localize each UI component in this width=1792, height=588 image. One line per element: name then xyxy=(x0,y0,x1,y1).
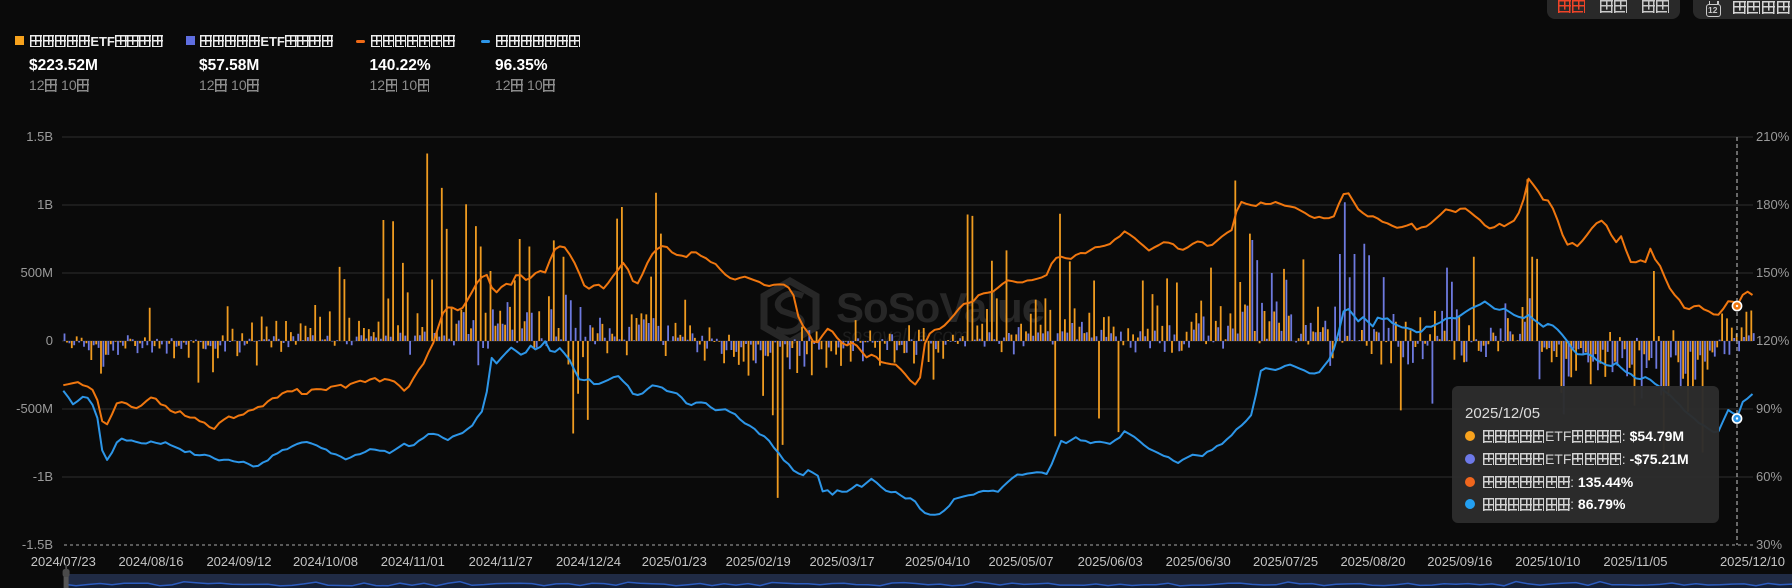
svg-text:-500M: -500M xyxy=(16,401,53,416)
svg-text:2024/11/27: 2024/11/27 xyxy=(469,554,533,569)
svg-text:1.5B: 1.5B xyxy=(26,129,53,144)
svg-text:2025/04/10: 2025/04/10 xyxy=(905,554,970,569)
svg-text:150%: 150% xyxy=(1756,265,1790,280)
svg-text:0: 0 xyxy=(46,333,53,348)
svg-text:2025/06/03: 2025/06/03 xyxy=(1078,554,1143,569)
svg-text:90%: 90% xyxy=(1756,401,1782,416)
svg-text:sosovalue.com: sosovalue.com xyxy=(842,326,969,347)
svg-text:2024/10/08: 2024/10/08 xyxy=(293,554,358,569)
svg-text:2024/11/01: 2024/11/01 xyxy=(381,554,445,569)
svg-text:1B: 1B xyxy=(37,197,53,212)
svg-text:120%: 120% xyxy=(1756,333,1790,348)
svg-text:2025/09/16: 2025/09/16 xyxy=(1427,554,1492,569)
svg-text:2024/08/16: 2024/08/16 xyxy=(118,554,183,569)
svg-text:2025/10/10: 2025/10/10 xyxy=(1515,554,1580,569)
svg-text:180%: 180% xyxy=(1756,197,1790,212)
svg-text:2025/11/05: 2025/11/05 xyxy=(1603,554,1667,569)
svg-text:2025/06/30: 2025/06/30 xyxy=(1166,554,1231,569)
svg-text:2025/08/20: 2025/08/20 xyxy=(1340,554,1405,569)
svg-text:2025/01/23: 2025/01/23 xyxy=(642,554,707,569)
svg-text:2025/07/25: 2025/07/25 xyxy=(1253,554,1318,569)
svg-text:2025/05/07: 2025/05/07 xyxy=(988,554,1053,569)
svg-text:-1.5B: -1.5B xyxy=(22,537,53,552)
svg-text:SoSoValue: SoSoValue xyxy=(836,284,1044,331)
svg-text:60%: 60% xyxy=(1756,469,1782,484)
svg-text:30%: 30% xyxy=(1756,537,1782,552)
svg-text:2025/03/17: 2025/03/17 xyxy=(809,554,874,569)
svg-text:210%: 210% xyxy=(1756,129,1790,144)
svg-text:2024/07/23: 2024/07/23 xyxy=(31,554,96,569)
svg-text:2024/12/24: 2024/12/24 xyxy=(556,554,621,569)
svg-text:-1B: -1B xyxy=(33,469,53,484)
svg-text:2025/02/19: 2025/02/19 xyxy=(726,554,791,569)
svg-text:2024/09/12: 2024/09/12 xyxy=(206,554,271,569)
svg-text:2025/12/10: 2025/12/10 xyxy=(1720,554,1785,569)
svg-text:500M: 500M xyxy=(20,265,53,280)
